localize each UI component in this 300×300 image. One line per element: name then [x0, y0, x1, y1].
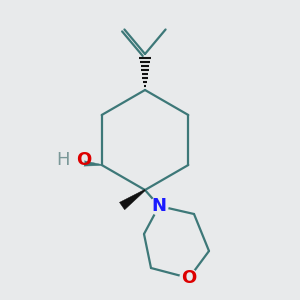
Text: O: O — [76, 152, 91, 169]
Text: N: N — [152, 197, 166, 215]
Circle shape — [180, 269, 198, 287]
Polygon shape — [71, 158, 102, 166]
Text: O: O — [182, 269, 196, 287]
Circle shape — [150, 197, 168, 215]
Circle shape — [60, 150, 84, 174]
Text: H: H — [56, 152, 70, 169]
Polygon shape — [119, 190, 145, 210]
